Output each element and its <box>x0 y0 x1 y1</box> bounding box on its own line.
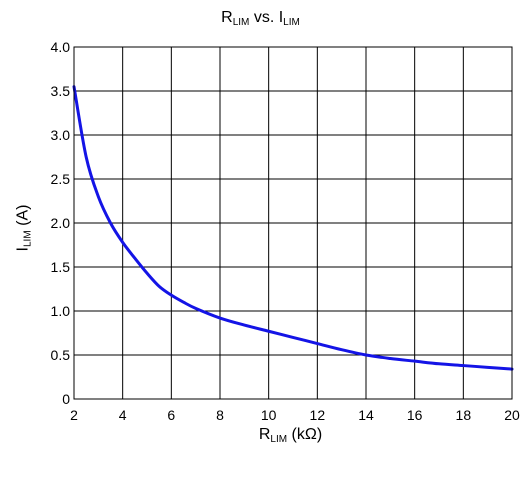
plot-frame <box>73 46 513 400</box>
x-tick-label: 8 <box>216 407 224 423</box>
x-tick-label: 10 <box>261 407 277 423</box>
x-tick-label: 4 <box>119 407 127 423</box>
y-tick-label: 3.5 <box>51 83 71 99</box>
x-tick-label: 2 <box>70 407 78 423</box>
y-tick-label: 4.0 <box>51 39 71 55</box>
y-tick-label: 1.0 <box>51 303 71 319</box>
y-tick-label: 2.5 <box>51 171 71 187</box>
x-tick-label: 18 <box>456 407 472 423</box>
chart-title: RLIM vs. ILIM <box>221 9 300 28</box>
x-tick-label: 14 <box>358 407 374 423</box>
x-tick-label: 12 <box>310 407 326 423</box>
x-tick-label: 20 <box>504 407 520 423</box>
y-tick-label: 1.5 <box>51 259 71 275</box>
y-tick-label: 3.0 <box>51 127 71 143</box>
y-tick-label: 0 <box>62 391 70 407</box>
x-tick-label: 6 <box>167 407 175 423</box>
x-tick-label: 16 <box>407 407 423 423</box>
y-tick-label: 2.0 <box>51 215 71 231</box>
y-axis-label: ILIM (A) <box>14 204 34 252</box>
series-line <box>72 85 514 371</box>
y-tick-label: 0.5 <box>51 347 71 363</box>
x-axis-label: RLIM (kΩ) <box>258 426 323 445</box>
